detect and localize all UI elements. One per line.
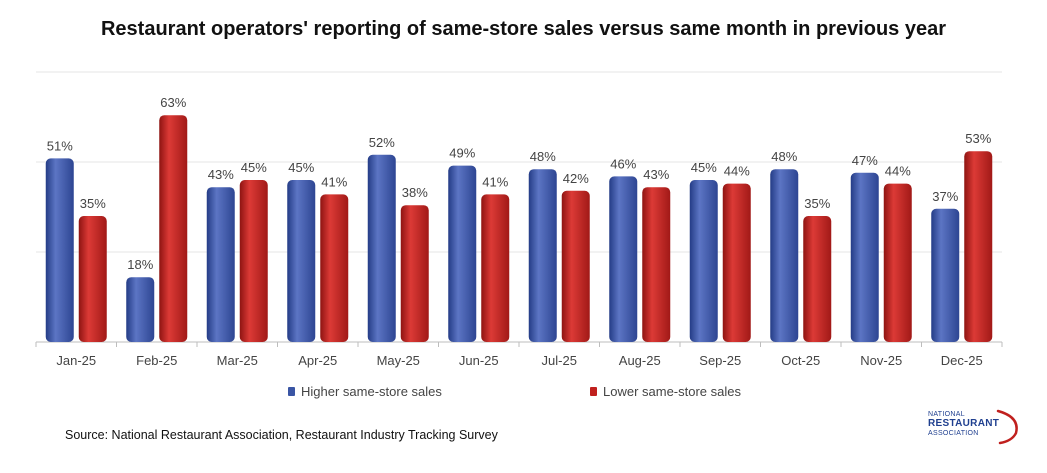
data-label-higher-May-25: 52% xyxy=(369,135,395,150)
bar-chart: 51% 35% 18% 63% 43% 45% 45% 41% 52% 38% 49% 41% 48% 4… xyxy=(35,71,1003,368)
x-tick-label-Oct-25: Oct-25 xyxy=(781,353,820,368)
bar-higher-Jun-25 xyxy=(448,165,477,342)
logo-line-2: RESTAURANT xyxy=(928,418,1000,429)
data-label-lower-May-25: 38% xyxy=(402,185,428,200)
bar-higher-Apr-25 xyxy=(287,180,316,342)
data-label-higher-Nov-25: 47% xyxy=(852,153,878,168)
data-label-lower-Aug-25: 43% xyxy=(643,167,669,182)
legend-item-higher: Higher same-store sales xyxy=(288,384,442,399)
bar-lower-Sep-25 xyxy=(722,183,751,342)
bar-lower-Oct-25 xyxy=(803,216,832,342)
bar-lower-Jan-25 xyxy=(78,216,107,342)
x-tick-label-Jun-25: Jun-25 xyxy=(459,353,499,368)
legend-item-lower: Lower same-store sales xyxy=(590,384,741,399)
bar-lower-Feb-25 xyxy=(159,115,188,342)
bar-higher-Jan-25 xyxy=(45,158,74,342)
bar-higher-Mar-25 xyxy=(206,187,235,342)
data-label-higher-Mar-25: 43% xyxy=(208,167,234,182)
x-tick-label-Sep-25: Sep-25 xyxy=(699,353,741,368)
association-logo: NATIONAL RESTAURANT ASSOCIATION xyxy=(920,405,1030,445)
data-label-lower-Sep-25: 44% xyxy=(724,164,750,179)
source-note: Source: National Restaurant Association,… xyxy=(65,428,498,442)
bar-lower-Mar-25 xyxy=(239,180,268,342)
x-tick-label-May-25: May-25 xyxy=(377,353,420,368)
x-tick-label-Feb-25: Feb-25 xyxy=(136,353,177,368)
data-label-lower-Mar-25: 45% xyxy=(241,160,267,175)
chart-title: Restaurant operators' reporting of same-… xyxy=(100,18,947,40)
x-tick-label-Mar-25: Mar-25 xyxy=(217,353,258,368)
legend-label-lower: Lower same-store sales xyxy=(603,384,741,399)
x-tick-label-Apr-25: Apr-25 xyxy=(298,353,337,368)
logo-line-3: ASSOCIATION xyxy=(928,430,979,437)
bar-lower-Jun-25 xyxy=(481,194,510,342)
bar-higher-Sep-25 xyxy=(689,180,718,342)
data-labels: 51% 35% 18% 63% 43% 45% 45% 41% 52% 38% 49% 41% 48% 4… xyxy=(47,95,992,272)
x-tick-label-Jul-25: Jul-25 xyxy=(542,353,577,368)
data-label-lower-Nov-25: 44% xyxy=(885,164,911,179)
data-label-higher-Feb-25: 18% xyxy=(127,257,153,272)
x-tick-label-Dec-25: Dec-25 xyxy=(941,353,983,368)
data-label-higher-Sep-25: 45% xyxy=(691,160,717,175)
bar-higher-Aug-25 xyxy=(609,176,638,342)
bar-higher-Oct-25 xyxy=(770,169,799,342)
data-label-higher-Jun-25: 49% xyxy=(449,146,475,161)
bar-lower-Aug-25 xyxy=(642,187,671,342)
bar-higher-Feb-25 xyxy=(126,277,155,342)
bar-lower-Apr-25 xyxy=(320,194,349,342)
bar-higher-Nov-25 xyxy=(850,172,879,342)
data-label-higher-Jan-25: 51% xyxy=(47,138,73,153)
data-label-higher-Apr-25: 45% xyxy=(288,160,314,175)
bar-lower-Jul-25 xyxy=(561,190,590,342)
data-label-higher-Oct-25: 48% xyxy=(771,149,797,164)
data-label-lower-Dec-25: 53% xyxy=(965,131,991,146)
bar-higher-May-25 xyxy=(367,154,396,342)
bar-lower-Nov-25 xyxy=(883,183,912,342)
data-label-lower-Jan-25: 35% xyxy=(80,196,106,211)
bar-higher-Jul-25 xyxy=(528,169,557,342)
legend-swatch-lower xyxy=(590,387,597,396)
data-label-lower-Feb-25: 63% xyxy=(160,95,186,110)
legend-label-higher: Higher same-store sales xyxy=(301,384,442,399)
bar-higher-Dec-25 xyxy=(931,208,960,342)
x-tick-label-Jan-25: Jan-25 xyxy=(56,353,96,368)
data-label-lower-Jun-25: 41% xyxy=(482,174,508,189)
bars xyxy=(45,115,993,342)
x-tick-label-Aug-25: Aug-25 xyxy=(619,353,661,368)
data-label-lower-Apr-25: 41% xyxy=(321,174,347,189)
data-label-higher-Jul-25: 48% xyxy=(530,149,556,164)
bar-lower-May-25 xyxy=(400,205,429,342)
legend-swatch-higher xyxy=(288,387,295,396)
bar-lower-Dec-25 xyxy=(964,151,993,342)
logo-swoosh-icon xyxy=(996,409,1018,445)
x-tick-label-Nov-25: Nov-25 xyxy=(860,353,902,368)
data-label-higher-Dec-25: 37% xyxy=(932,189,958,204)
data-label-higher-Aug-25: 46% xyxy=(610,156,636,171)
data-label-lower-Jul-25: 42% xyxy=(563,171,589,186)
data-label-lower-Oct-25: 35% xyxy=(804,196,830,211)
x-axis-ticks: Jan-25 Feb-25 Mar-25 Apr-25 May-25 Jun-25 Jul-… xyxy=(35,342,1003,368)
logo-line-1: NATIONAL xyxy=(928,411,965,418)
